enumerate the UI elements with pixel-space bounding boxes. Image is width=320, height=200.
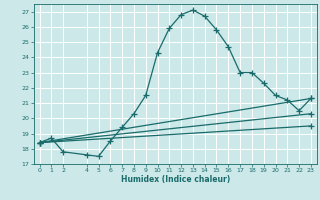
X-axis label: Humidex (Indice chaleur): Humidex (Indice chaleur) <box>121 175 230 184</box>
